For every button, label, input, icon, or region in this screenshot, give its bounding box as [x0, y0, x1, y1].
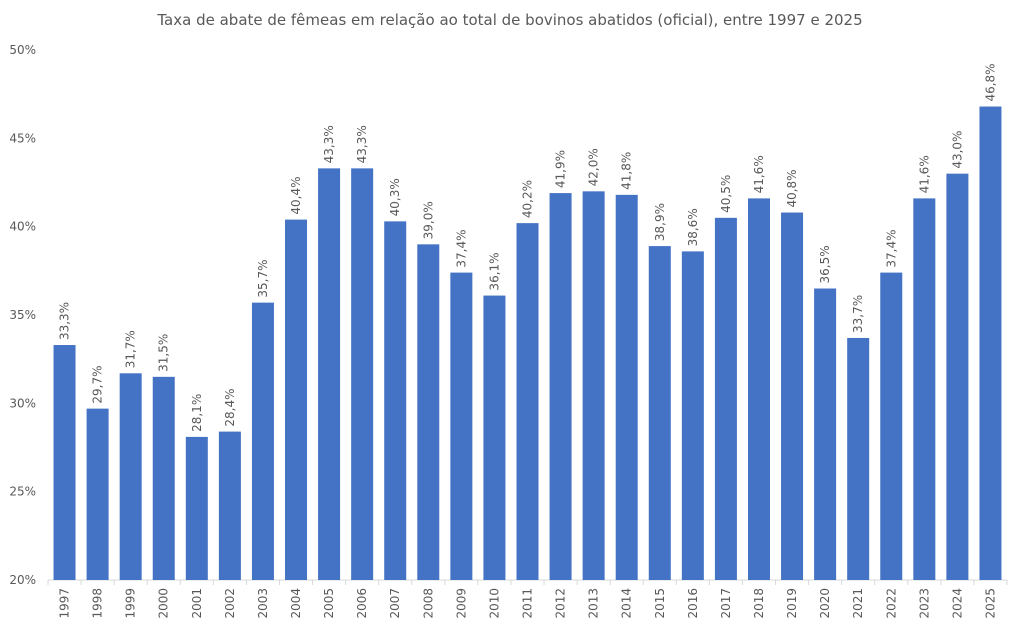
data-label-2022: 37,4%: [884, 229, 898, 267]
data-label-2003: 35,7%: [256, 260, 270, 298]
bar-1997: [53, 345, 76, 580]
data-label-2006: 43,3%: [355, 125, 369, 163]
x-tick-label-2013: 2013: [587, 588, 601, 619]
bar-2019: [781, 212, 804, 581]
x-tick-label-2008: 2008: [421, 588, 435, 619]
bar-2007: [384, 221, 407, 580]
x-tick-label-2000: 2000: [157, 588, 171, 619]
x-tick-label-2011: 2011: [521, 588, 535, 619]
bar-2014: [615, 194, 638, 580]
bar-1999: [119, 373, 142, 580]
x-tick-label-2020: 2020: [818, 588, 832, 619]
bar-2005: [318, 168, 341, 580]
x-tick-label-2018: 2018: [752, 588, 766, 619]
data-label-1998: 29,7%: [91, 366, 105, 404]
bar-1998: [86, 408, 109, 580]
bar-2012: [549, 193, 572, 580]
x-tick-label-2004: 2004: [289, 588, 303, 619]
bar-2006: [351, 168, 374, 580]
x-tick-label-2014: 2014: [620, 588, 634, 619]
data-label-2002: 28,4%: [223, 388, 237, 426]
x-tick-label-1998: 1998: [91, 588, 105, 619]
y-tick-label: 40%: [9, 220, 36, 234]
data-label-2016: 38,6%: [686, 208, 700, 246]
data-label-2011: 40,2%: [521, 180, 535, 218]
data-label-2014: 41,8%: [620, 152, 634, 190]
y-tick-label: 35%: [9, 308, 36, 322]
data-label-2021: 33,7%: [851, 295, 865, 333]
x-tick-label-2002: 2002: [223, 588, 237, 619]
x-tick-label-2007: 2007: [388, 588, 402, 619]
data-label-2008: 39,0%: [421, 201, 435, 239]
bar-2000: [152, 376, 175, 580]
bar-2009: [450, 272, 473, 580]
x-tick-label-2005: 2005: [322, 588, 336, 619]
bar-2011: [516, 223, 539, 580]
y-tick-label: 20%: [9, 573, 36, 587]
x-tick-label-2016: 2016: [686, 588, 700, 619]
bar-2015: [648, 246, 671, 580]
bar-2023: [913, 198, 936, 580]
x-tick-label-2012: 2012: [554, 588, 568, 619]
data-label-1999: 31,7%: [124, 330, 138, 368]
data-label-2009: 37,4%: [454, 229, 468, 267]
x-tick-label-2019: 2019: [785, 588, 799, 619]
x-tick-label-2023: 2023: [917, 588, 931, 619]
data-label-2018: 41,6%: [752, 155, 766, 193]
x-tick-label-2024: 2024: [950, 588, 964, 619]
data-label-2023: 41,6%: [917, 155, 931, 193]
bar-2003: [251, 302, 274, 580]
bar-2020: [814, 288, 837, 580]
x-tick-label-2025: 2025: [983, 588, 997, 619]
data-label-2000: 31,5%: [157, 334, 171, 372]
data-label-2001: 28,1%: [190, 394, 204, 432]
data-label-2025: 46,8%: [983, 63, 997, 101]
data-label-1997: 33,3%: [58, 302, 72, 340]
x-tick-label-2010: 2010: [487, 588, 501, 619]
bar-2025: [979, 106, 1002, 581]
bar-2013: [582, 191, 605, 581]
data-label-2024: 43,0%: [950, 131, 964, 169]
x-tick-label-2021: 2021: [851, 588, 865, 619]
x-tick-label-2017: 2017: [719, 588, 733, 619]
bar-2002: [218, 431, 241, 580]
bar-2008: [417, 244, 440, 581]
x-tick-label-2001: 2001: [190, 588, 204, 619]
data-label-2020: 36,5%: [818, 245, 832, 283]
data-label-2015: 38,9%: [653, 203, 667, 241]
bar-2021: [847, 337, 870, 580]
bar-2022: [880, 272, 903, 580]
data-label-2010: 36,1%: [487, 252, 501, 290]
y-tick-label: 45%: [9, 131, 36, 145]
chart-title: Taxa de abate de fêmeas em relação ao to…: [157, 11, 863, 29]
bar-2010: [483, 295, 506, 580]
bar-2001: [185, 436, 208, 580]
bar-2004: [285, 219, 308, 580]
y-tick-label: 30%: [9, 396, 36, 410]
data-label-2005: 43,3%: [322, 125, 336, 163]
data-label-2012: 41,9%: [554, 150, 568, 188]
x-tick-label-1997: 1997: [58, 588, 72, 619]
data-label-2007: 40,3%: [388, 178, 402, 216]
x-tick-label-1999: 1999: [124, 588, 138, 619]
data-label-2017: 40,5%: [719, 175, 733, 213]
x-tick-label-2009: 2009: [454, 588, 468, 619]
data-label-2013: 42,0%: [587, 148, 601, 186]
bar-2024: [946, 173, 969, 580]
bar-2018: [747, 198, 770, 580]
y-tick-label: 50%: [9, 43, 36, 57]
bar-2016: [681, 251, 704, 580]
x-tick-label-2022: 2022: [884, 588, 898, 619]
y-tick-label: 25%: [9, 485, 36, 499]
data-label-2004: 40,4%: [289, 176, 303, 214]
data-label-2019: 40,8%: [785, 169, 799, 207]
x-tick-label-2003: 2003: [256, 588, 270, 619]
bar-2017: [714, 217, 737, 581]
x-tick-label-2006: 2006: [355, 588, 369, 619]
x-tick-label-2015: 2015: [653, 588, 667, 619]
